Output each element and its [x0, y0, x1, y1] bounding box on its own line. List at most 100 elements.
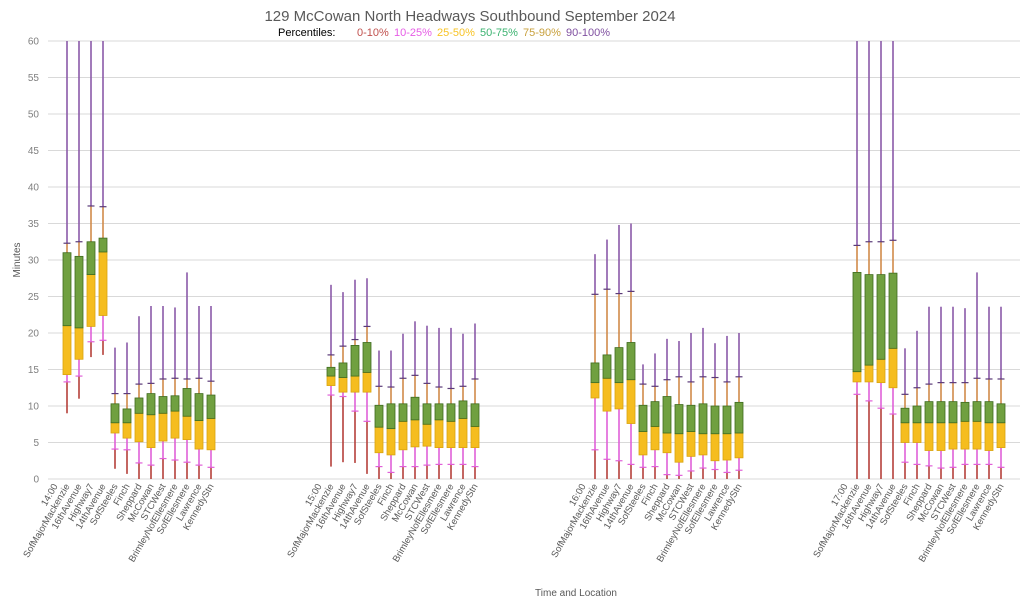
- percentile-box: [182, 272, 192, 479]
- percentile-box: [98, 41, 108, 355]
- legend: Percentiles: 0-10% 10-25% 25-50% 50-75% 75-90…: [278, 27, 610, 39]
- percentile-box: [924, 306, 934, 479]
- box-25-50: [326, 375, 336, 386]
- x-axis-title: Time and Location: [535, 588, 617, 599]
- box-25-50: [398, 420, 408, 451]
- box-25-50: [122, 422, 132, 439]
- percentile-box: [170, 307, 180, 479]
- box-50-75: [458, 400, 468, 419]
- percentile-box: [122, 342, 132, 474]
- percentile-box: [194, 305, 204, 479]
- legend-prefix: Percentiles:: [278, 27, 335, 39]
- percentile-box: [864, 41, 874, 479]
- box-50-75: [110, 403, 120, 424]
- box-50-75: [722, 405, 732, 435]
- box-25-50: [602, 377, 612, 412]
- percentile-box: [936, 306, 946, 479]
- box-50-75: [338, 362, 348, 378]
- y-tick-label: 50: [28, 110, 40, 121]
- percentile-box: [362, 278, 372, 474]
- box-50-75: [960, 401, 970, 422]
- box-50-75: [374, 404, 384, 428]
- percentile-box: [146, 305, 156, 479]
- legend-entry: 25-50%: [437, 27, 475, 39]
- y-tick-label: 55: [28, 73, 40, 84]
- percentile-box: [386, 350, 396, 479]
- percentile-box: [110, 347, 120, 469]
- box-25-50: [924, 422, 934, 451]
- percentile-box: [852, 41, 862, 479]
- percentile-box: [674, 341, 684, 479]
- percentile-box: [698, 327, 708, 479]
- box-50-75: [326, 366, 336, 377]
- box-25-50: [996, 422, 1006, 449]
- y-tick-label: 5: [33, 438, 39, 449]
- box-25-50: [722, 433, 732, 461]
- percentile-box: [900, 348, 910, 479]
- box-50-75: [710, 405, 720, 435]
- box-25-50: [626, 379, 636, 424]
- percentile-box: [912, 330, 922, 479]
- percentile-box: [876, 41, 886, 479]
- percentile-box: [638, 364, 648, 479]
- box-25-50: [458, 418, 468, 449]
- box-50-75: [876, 274, 886, 360]
- box-50-75: [626, 342, 636, 381]
- box-25-50: [972, 420, 982, 450]
- box-50-75: [662, 396, 672, 434]
- percentile-box: [326, 284, 336, 467]
- y-tick-label: 10: [28, 402, 40, 413]
- legend-entry: 10-25%: [394, 27, 432, 39]
- percentile-box: [338, 292, 348, 463]
- box-50-75: [864, 274, 874, 366]
- box-25-50: [146, 414, 156, 449]
- box-25-50: [734, 432, 744, 459]
- box-50-75: [924, 401, 934, 424]
- percentile-box: [888, 41, 898, 479]
- box-50-75: [422, 403, 432, 425]
- y-tick-label: 20: [28, 329, 40, 340]
- box-25-50: [446, 420, 456, 449]
- box-25-50: [338, 377, 348, 393]
- box-25-50: [182, 415, 192, 440]
- percentile-box: [686, 333, 696, 479]
- box-25-50: [374, 426, 384, 454]
- box-50-75: [734, 401, 744, 434]
- y-tick-label: 30: [28, 256, 40, 267]
- percentile-box: [662, 338, 672, 479]
- box-25-50: [948, 422, 958, 450]
- box-50-75: [146, 393, 156, 416]
- box-50-75: [86, 241, 96, 275]
- box-50-75: [972, 401, 982, 422]
- box-25-50: [62, 325, 72, 376]
- box-50-75: [206, 394, 216, 419]
- box-50-75: [194, 393, 204, 421]
- percentile-box: [206, 305, 216, 479]
- box-50-75: [362, 342, 372, 373]
- box-25-50: [422, 423, 432, 447]
- box-25-50: [110, 422, 120, 434]
- percentile-box: [590, 254, 600, 479]
- box-25-50: [86, 274, 96, 327]
- y-tick-label: 25: [28, 292, 40, 303]
- box-50-75: [398, 403, 408, 422]
- percentile-box: [410, 321, 420, 479]
- box-25-50: [686, 431, 696, 457]
- percentile-box: [134, 316, 144, 479]
- box-50-75: [434, 403, 444, 421]
- gridlines: [48, 40, 1020, 480]
- box-25-50: [134, 412, 144, 443]
- box-50-75: [122, 408, 132, 424]
- box-50-75: [134, 397, 144, 414]
- box-25-50: [900, 422, 910, 443]
- percentile-box: [350, 279, 360, 463]
- y-axis-title: Minutes: [12, 242, 23, 277]
- box-25-50: [960, 420, 970, 450]
- percentile-box: [74, 41, 84, 399]
- box-50-75: [602, 354, 612, 379]
- box-25-50: [984, 422, 994, 451]
- box-25-50: [888, 347, 898, 389]
- legend-entry: 50-75%: [480, 27, 518, 39]
- box-25-50: [864, 364, 874, 383]
- box-25-50: [876, 358, 886, 384]
